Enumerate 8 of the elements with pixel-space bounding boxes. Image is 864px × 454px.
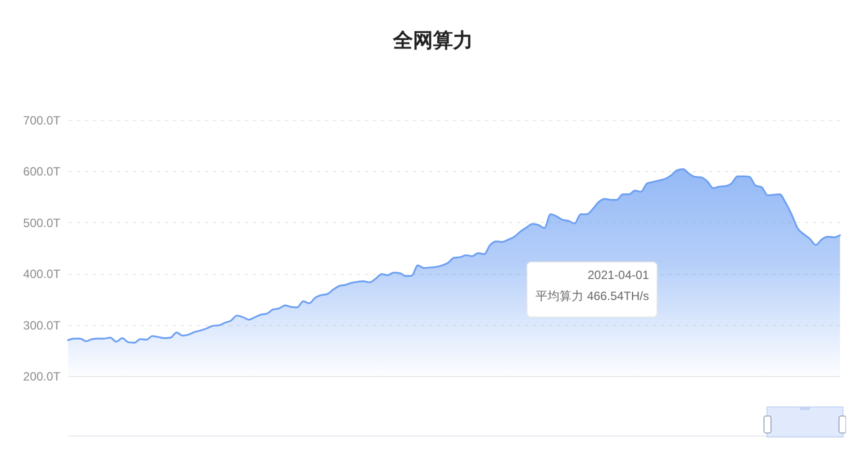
annotation: 2021-04-01 平均算力 466.54TH/s [536,268,650,303]
y-tick-label: 400.0T [23,267,62,282]
y-tick-label: 500.0T [23,216,62,230]
chart-title: 全网算力 [392,30,473,52]
y-tick-label: 600.0T [23,164,62,179]
y-tick-label: 200.0T [23,370,62,384]
y-tick-label: 300.0T [23,318,62,332]
y-tick-label: 700.0T [23,114,62,128]
